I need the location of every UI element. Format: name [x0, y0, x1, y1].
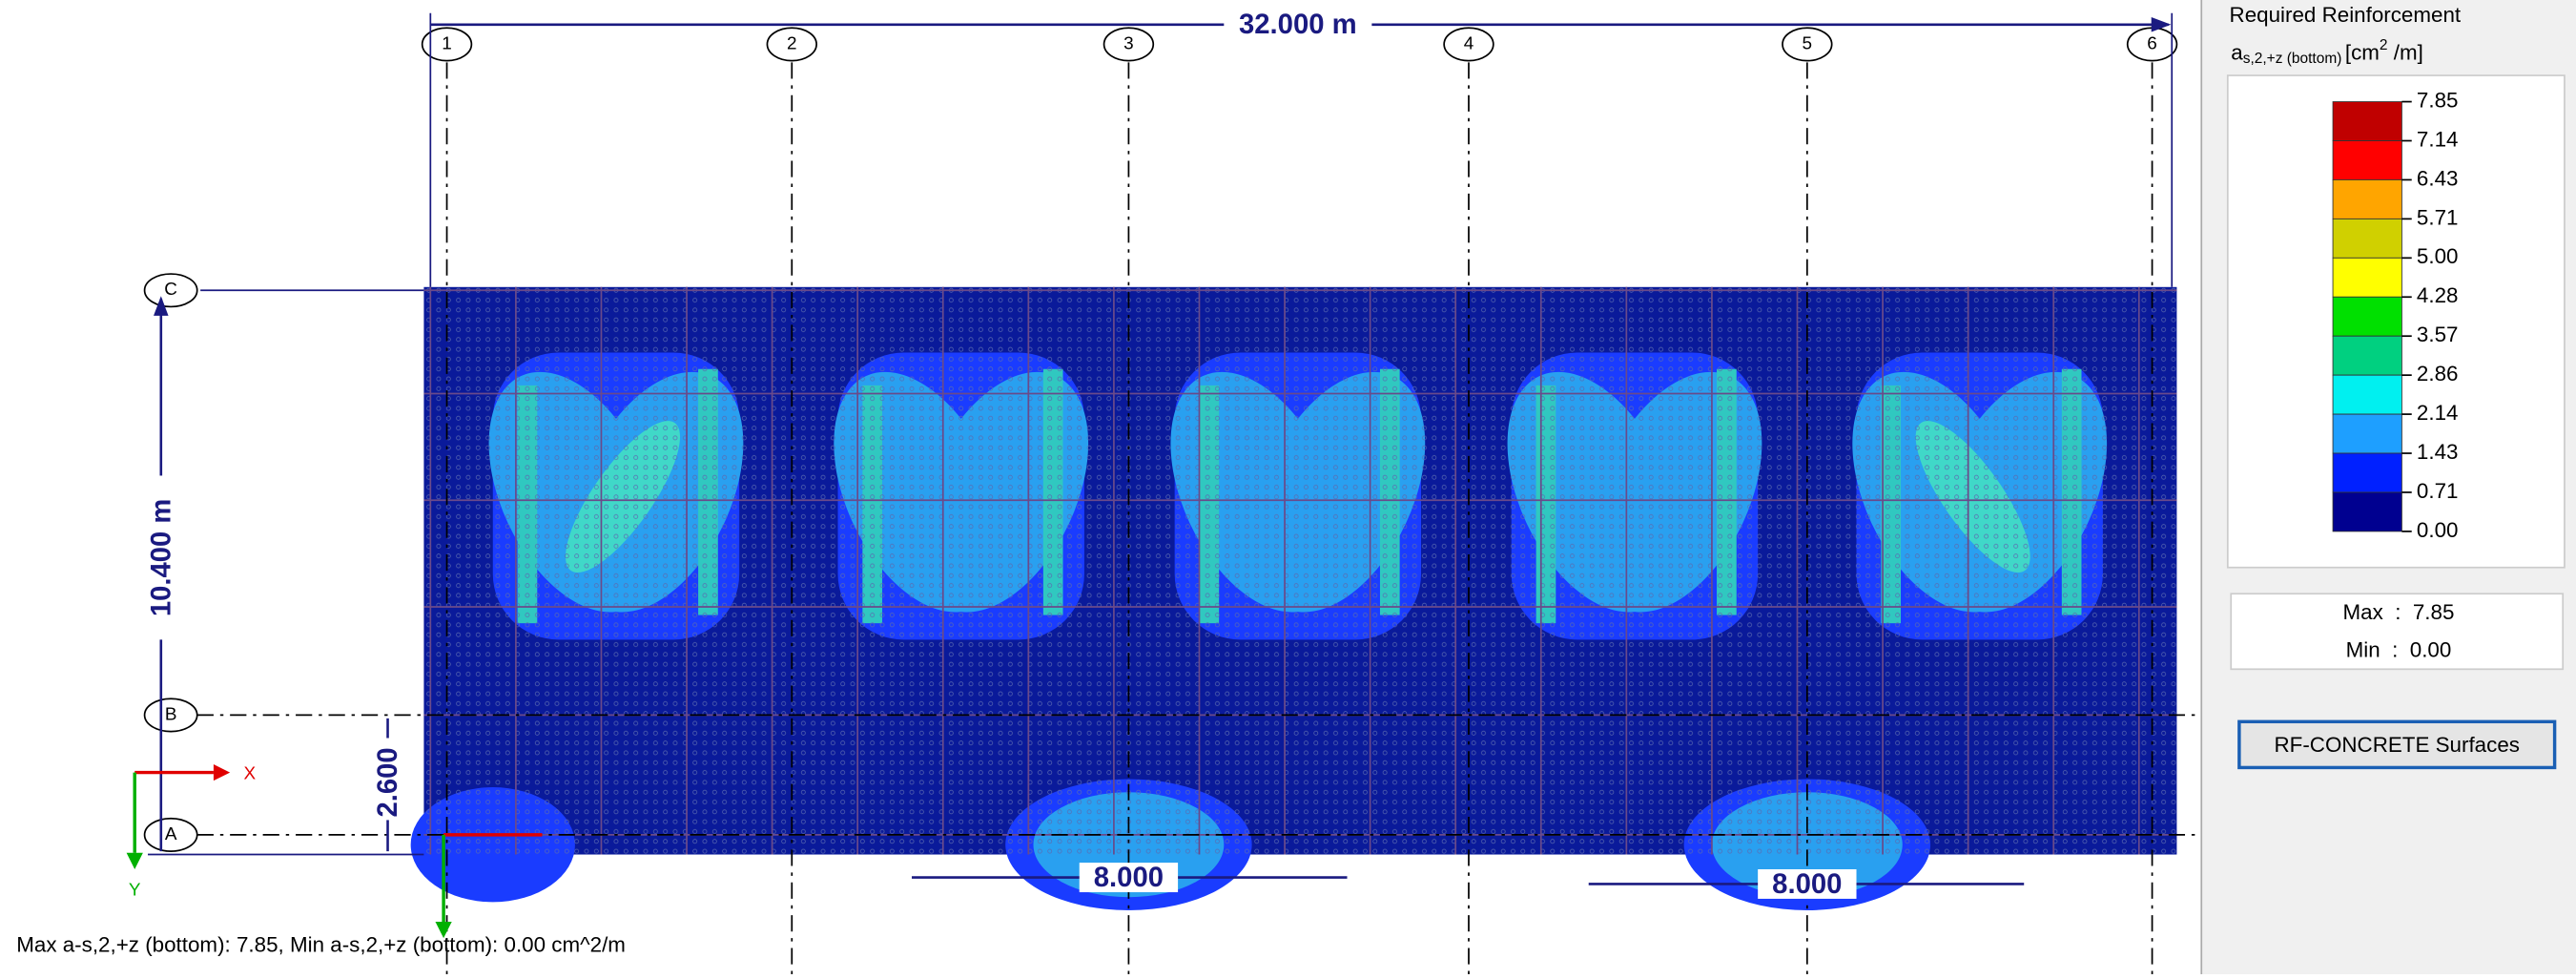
- grid-label: C: [164, 280, 177, 300]
- legend-swatch: [2333, 414, 2401, 453]
- max-text: Max : 7.85: [2342, 600, 2454, 624]
- button-label[interactable]: RF-CONCRETE Surfaces: [2275, 733, 2520, 757]
- legend-label: 5.71: [2417, 205, 2459, 229]
- legend-label: 7.85: [2417, 88, 2459, 112]
- legend-label: 0.00: [2417, 518, 2459, 542]
- legend-swatch: [2333, 453, 2401, 492]
- status-text: Max a-s,2,+z (bottom): 7.85, Min a-s,2,+…: [16, 933, 626, 957]
- symbol: a: [2231, 41, 2243, 65]
- grid-label: 1: [442, 33, 452, 53]
- grid-label: 6: [2147, 33, 2157, 53]
- legend-label: 7.14: [2417, 127, 2459, 151]
- page: {"view": { "dimensions": {"total_x": "32…: [0, 0, 2576, 979]
- legend-swatch: [2333, 492, 2401, 531]
- legend-swatch: [2333, 258, 2401, 297]
- grid-label: 5: [1803, 33, 1813, 53]
- legend-label: 6.43: [2417, 166, 2459, 190]
- legend-swatch: [2333, 375, 2401, 414]
- axis-x-label: X: [244, 763, 257, 783]
- grid-label: 4: [1464, 33, 1474, 53]
- grid-label: 3: [1123, 33, 1134, 53]
- legend-swatch: [2333, 102, 2401, 141]
- panel-title: Required Reinforcement: [2230, 3, 2462, 27]
- subscript: s,2,+z (bottom): [2243, 51, 2342, 67]
- dim-label: 10.400 m: [146, 499, 176, 616]
- legend-swatch: [2333, 219, 2401, 258]
- axis-y-label: Y: [129, 880, 141, 900]
- legend-label: 4.28: [2417, 283, 2459, 307]
- legend-swatch: [2333, 141, 2401, 180]
- grid-label: A: [165, 824, 177, 844]
- legend-label: 2.86: [2417, 362, 2459, 385]
- dim-label: 32.000 m: [1239, 10, 1357, 40]
- legend-label: 2.14: [2417, 401, 2459, 425]
- legend-label: 0.71: [2417, 479, 2459, 503]
- dim-label: 2.600: [373, 747, 403, 817]
- grid-label: 2: [787, 33, 797, 53]
- unit-sup: 2: [2380, 37, 2388, 53]
- unit: [cm: [2345, 41, 2380, 65]
- unit: /m]: [2388, 41, 2423, 65]
- legend-swatch: [2333, 179, 2401, 219]
- legend-label: 3.57: [2417, 323, 2459, 346]
- legend-swatch: [2333, 297, 2401, 336]
- screen: 123456CBA 32.000 m 10.400 m 2.600 8.000 …: [0, 0, 2576, 974]
- legend-label: 1.43: [2417, 440, 2459, 464]
- dim-label: 8.000: [1094, 863, 1164, 893]
- grid-label: B: [165, 704, 177, 724]
- min-text: Min : 0.00: [2346, 637, 2452, 661]
- legend-swatch: [2333, 336, 2401, 375]
- legend-label: 5.00: [2417, 244, 2459, 268]
- dim-label: 8.000: [1772, 869, 1842, 900]
